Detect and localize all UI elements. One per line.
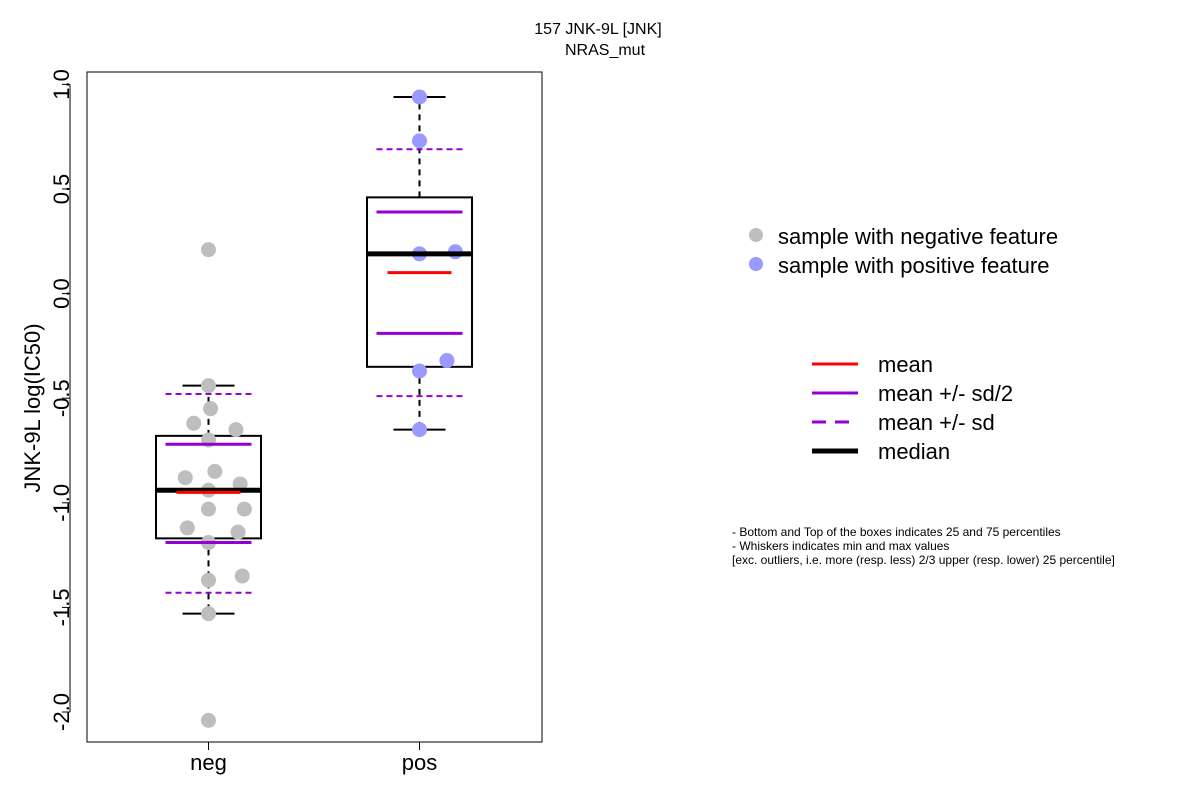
note-line: [exc. outliers, i.e. more (resp. less) 2… — [732, 553, 1115, 567]
sample-point — [186, 415, 202, 431]
y-tick-label: -2.0 — [49, 693, 74, 731]
chart-subtitle: NRAS_mut — [565, 42, 646, 59]
sample-point — [412, 422, 427, 438]
legend-line-styles: mean mean +/- sd/2 mean +/- sd median — [812, 352, 1013, 464]
sample-point — [203, 401, 219, 417]
note-line: - Bottom and Top of the boxes indicates … — [732, 525, 1061, 539]
sample-point — [201, 606, 216, 622]
legend-line-label: median — [878, 439, 950, 464]
legend-line-label: mean — [878, 352, 933, 377]
sample-point — [177, 470, 193, 486]
y-tick-label: 0.0 — [49, 278, 74, 309]
legend-point-samples: sample with negative feature sample with … — [749, 224, 1058, 278]
y-axis-label: JNK-9L log(IC50) — [20, 323, 45, 492]
y-tick-label: 1.0 — [49, 69, 74, 100]
sample-point — [201, 242, 216, 258]
chart-title: 157 JNK-9L [JNK] — [534, 21, 661, 38]
box-explanation-notes: - Bottom and Top of the boxes indicates … — [732, 525, 1115, 567]
sample-point — [234, 568, 250, 584]
y-tick-label: -1.5 — [49, 588, 74, 626]
box-iqr — [366, 196, 473, 368]
note-line: - Whiskers indicates min and max values — [732, 539, 949, 553]
sample-point — [201, 501, 216, 517]
y-axis: 1.0 0.5 0.0 -0.5 -1.0 -1.5 -2.0 — [49, 69, 74, 731]
sample-point — [201, 378, 216, 394]
sample-point — [207, 463, 223, 479]
legend-line-label: mean +/- sd — [878, 410, 995, 435]
box-group-pos — [366, 89, 473, 438]
sample-point — [201, 572, 216, 588]
legend-point-label: sample with positive feature — [778, 253, 1049, 278]
sample-point — [228, 422, 244, 438]
sample-point — [232, 476, 248, 492]
sample-point — [201, 712, 216, 728]
box-group-neg — [155, 242, 262, 728]
legend-line-label: mean +/- sd/2 — [878, 381, 1013, 406]
y-tick-label: -1.0 — [49, 484, 74, 522]
legend-point-label: sample with negative feature — [778, 224, 1058, 249]
x-tick-label: neg — [190, 750, 227, 775]
y-tick-label: 0.5 — [49, 174, 74, 205]
plot-frame — [86, 71, 543, 743]
box-groups — [155, 89, 473, 728]
sample-point — [179, 520, 195, 536]
sample-point — [230, 524, 246, 540]
sample-point — [412, 89, 427, 105]
legend-point-marker — [749, 228, 763, 242]
sample-point — [412, 133, 427, 149]
x-tick-label: pos — [402, 750, 437, 775]
sample-point — [412, 363, 427, 379]
x-axis: neg pos — [190, 741, 437, 775]
y-tick-label: -0.5 — [49, 379, 74, 417]
legend-point-marker — [749, 257, 763, 271]
sample-point — [439, 353, 455, 369]
sample-point — [236, 501, 252, 517]
